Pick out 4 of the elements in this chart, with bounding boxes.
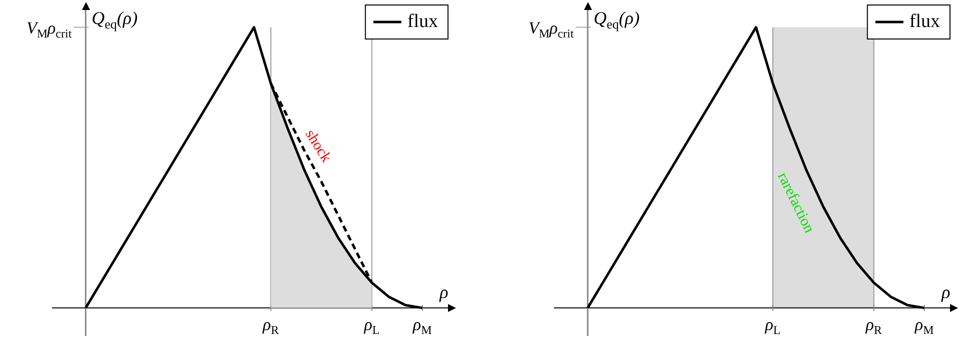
x-axis-title: ρ [438, 282, 449, 302]
legend-label: flux [909, 10, 940, 32]
legend-label: flux [407, 10, 438, 32]
x-axis-title: ρ [940, 282, 951, 302]
